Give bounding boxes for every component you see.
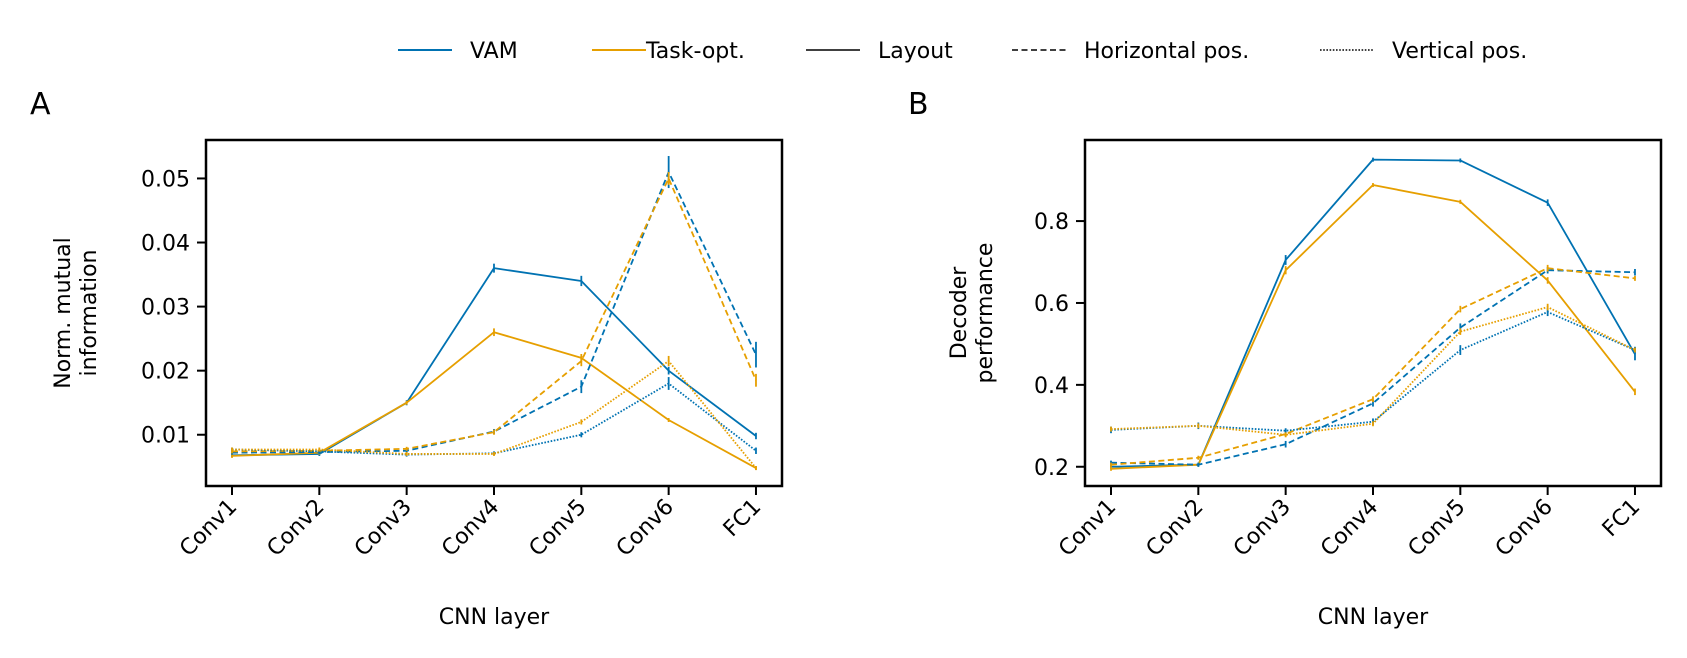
legend-item-vam: VAM: [398, 39, 518, 64]
panel-b-ylabel-line-1: Decoder: [947, 266, 972, 360]
panel-a-plot-frame: [204, 138, 784, 488]
panel-label-b: B: [908, 87, 929, 122]
legend-label-layout: Layout: [878, 39, 953, 64]
panel-a-ytick-label-4: 0.05: [141, 167, 190, 192]
legend: VAM Task-opt. Layout Horizontal pos. Ver…: [398, 39, 1527, 64]
panel-a-series-layer: [231, 156, 757, 471]
legend-label-horizontal-pos: Horizontal pos.: [1084, 39, 1249, 64]
legend-item-vertical-pos: Vertical pos.: [1320, 39, 1527, 64]
legend-item-task-opt: Task-opt.: [592, 39, 745, 64]
panel-label-a: A: [30, 87, 51, 122]
panel-a-ytick-label-2: 0.03: [141, 296, 190, 321]
panel-a-task-opt-vertical-pos-series: [231, 355, 757, 471]
panel-a-ylabel-line-2: information: [77, 250, 102, 377]
panel-b-plot-frame: [1083, 138, 1663, 488]
panel-b-ytick-label-3: 0.8: [1034, 210, 1069, 235]
legend-label-vam: VAM: [470, 39, 518, 64]
legend-item-layout: Layout: [806, 39, 953, 64]
panel-b-ylabel-line-2: performance: [973, 243, 998, 384]
panel-a-ytick-label-1: 0.02: [141, 360, 190, 385]
panel-b-ytick-label-0: 0.2: [1034, 456, 1069, 481]
panel-b-xlabel: CNN layer: [1318, 605, 1429, 630]
panel-b-ytick-label-1: 0.4: [1034, 374, 1069, 399]
panel-b-task-opt-vertical-pos-series: [1110, 303, 1636, 438]
legend-item-horizontal-pos: Horizontal pos.: [1012, 39, 1249, 64]
panel-b-ytick-label-2: 0.6: [1034, 292, 1069, 317]
panel-a-ytick-label-0: 0.01: [141, 424, 190, 449]
panel-a-ytick-label-3: 0.04: [141, 232, 190, 257]
panel-a-ylabel-line-1: Norm. mutual: [51, 237, 76, 389]
panel-b-series-layer: [1110, 157, 1636, 471]
legend-label-task-opt: Task-opt.: [645, 39, 745, 64]
legend-label-vertical-pos: Vertical pos.: [1392, 39, 1527, 64]
panel-a-xlabel: CNN layer: [439, 605, 550, 630]
